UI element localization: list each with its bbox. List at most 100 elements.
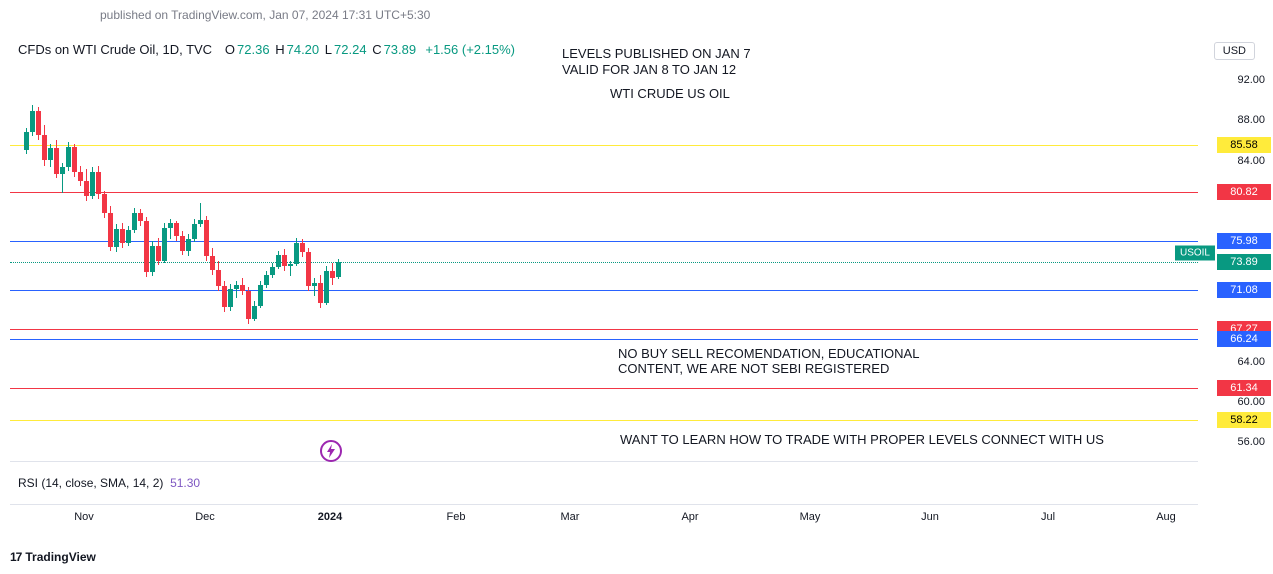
rsi-panel: RSI (14, close, SMA, 14, 2) 51.30 — [18, 476, 200, 490]
candle[interactable] — [288, 261, 293, 276]
symbol-pill: USOIL — [1175, 246, 1215, 261]
x-tick: Dec — [195, 511, 215, 523]
candle[interactable] — [330, 263, 335, 285]
level-line[interactable] — [10, 339, 1198, 340]
candle[interactable] — [126, 226, 131, 246]
level-label: 71.08 — [1217, 282, 1271, 298]
candle[interactable] — [72, 144, 77, 176]
candle[interactable] — [132, 208, 137, 233]
rsi-label: RSI (14, close, SMA, 14, 2) — [18, 476, 163, 490]
candle[interactable] — [324, 266, 329, 305]
candle[interactable] — [78, 166, 83, 186]
annotation-top1: LEVELS PUBLISHED ON JAN 7 — [562, 46, 751, 61]
level-line[interactable] — [10, 290, 1198, 291]
candle[interactable] — [168, 219, 173, 239]
candle[interactable] — [42, 125, 47, 165]
annotation-top3: WTI CRUDE US OIL — [610, 86, 730, 101]
candle[interactable] — [150, 241, 155, 276]
candle[interactable] — [294, 238, 299, 266]
level-line[interactable] — [10, 145, 1198, 146]
candle[interactable] — [30, 105, 35, 136]
candle[interactable] — [162, 223, 167, 263]
candle[interactable] — [282, 249, 287, 271]
chart-legend: CFDs on WTI Crude Oil, 1D, TVC O72.36 H7… — [18, 42, 517, 57]
candle[interactable] — [222, 281, 227, 312]
candle[interactable] — [180, 231, 185, 255]
candle[interactable] — [96, 166, 101, 199]
level-label: 80.82 — [1217, 184, 1271, 200]
candle[interactable] — [318, 275, 323, 308]
ohlc-o-label: O — [225, 42, 235, 57]
level-label: 75.98 — [1217, 233, 1271, 249]
candle[interactable] — [252, 301, 257, 321]
level-line[interactable] — [10, 420, 1198, 421]
footer-text: TradingView — [25, 550, 95, 564]
candle[interactable] — [144, 217, 149, 277]
x-tick: 2024 — [318, 511, 342, 523]
candle[interactable] — [48, 144, 53, 166]
candle[interactable] — [228, 284, 233, 311]
candle[interactable] — [114, 224, 119, 252]
candle[interactable] — [276, 251, 281, 269]
publish-header: published on TradingView.com, Jan 07, 20… — [100, 8, 430, 22]
candle[interactable] — [198, 203, 203, 227]
candle[interactable] — [186, 234, 191, 256]
ohlc-h: 74.20 — [287, 42, 320, 57]
x-tick: Jun — [921, 511, 939, 523]
ohlc-o: 72.36 — [237, 42, 270, 57]
candle[interactable] — [24, 128, 29, 154]
candle[interactable] — [240, 278, 245, 295]
chart-area[interactable] — [10, 60, 1198, 462]
ohlc-l-label: L — [325, 42, 332, 57]
annotation-mid: NO BUY SELL RECOMENDATION, EDUCATIONAL C… — [618, 346, 919, 376]
price-line — [10, 262, 1198, 263]
candle[interactable] — [156, 238, 161, 265]
candle[interactable] — [336, 259, 341, 279]
x-tick: Nov — [74, 511, 94, 523]
bolt-icon[interactable] — [320, 440, 342, 462]
y-tick: 92.00 — [1237, 74, 1265, 86]
level-label: 66.24 — [1217, 331, 1271, 347]
level-line[interactable] — [10, 388, 1198, 389]
y-tick: 56.00 — [1237, 436, 1265, 448]
candle[interactable] — [174, 221, 179, 241]
candle[interactable] — [108, 206, 113, 251]
candle[interactable] — [258, 281, 263, 308]
candle[interactable] — [60, 163, 65, 193]
candle[interactable] — [84, 169, 89, 201]
candle[interactable] — [234, 281, 239, 298]
level-line[interactable] — [10, 329, 1198, 330]
annotation-top2: VALID FOR JAN 8 TO JAN 12 — [562, 62, 736, 77]
x-tick: Aug — [1156, 511, 1176, 523]
annotation-bottom: WANT TO LEARN HOW TO TRADE WITH PROPER L… — [620, 432, 1104, 447]
x-tick: May — [800, 511, 821, 523]
y-axis[interactable]: 92.0088.0084.0064.0060.0056.0085.5880.82… — [1213, 38, 1273, 462]
candle[interactable] — [270, 263, 275, 278]
candle[interactable] — [204, 216, 209, 261]
ohlc-h-label: H — [275, 42, 284, 57]
rsi-value: 51.30 — [170, 476, 200, 490]
candle[interactable] — [66, 142, 71, 170]
candle[interactable] — [264, 271, 269, 288]
candle[interactable] — [138, 209, 143, 226]
x-axis[interactable]: NovDec2024FebMarAprMayJunJulAug — [10, 504, 1198, 528]
tradingview-icon: 17 — [10, 550, 21, 564]
candle[interactable] — [210, 248, 215, 275]
candle[interactable] — [312, 278, 317, 296]
level-line[interactable] — [10, 192, 1198, 193]
candle[interactable] — [246, 287, 251, 324]
candle[interactable] — [192, 219, 197, 242]
candle[interactable] — [90, 167, 95, 199]
candle[interactable] — [54, 140, 59, 177]
level-label: 85.58 — [1217, 137, 1271, 153]
candle[interactable] — [120, 223, 125, 248]
instrument-title: CFDs on WTI Crude Oil, 1D, TVC — [18, 42, 212, 57]
footer-logo[interactable]: 17 TradingView — [10, 550, 96, 564]
candle[interactable] — [216, 261, 221, 291]
y-tick: 88.00 — [1237, 114, 1265, 126]
candle[interactable] — [300, 239, 305, 257]
candle[interactable] — [36, 107, 41, 140]
candle[interactable] — [306, 248, 311, 291]
level-label: 61.34 — [1217, 380, 1271, 396]
candle[interactable] — [102, 191, 107, 218]
